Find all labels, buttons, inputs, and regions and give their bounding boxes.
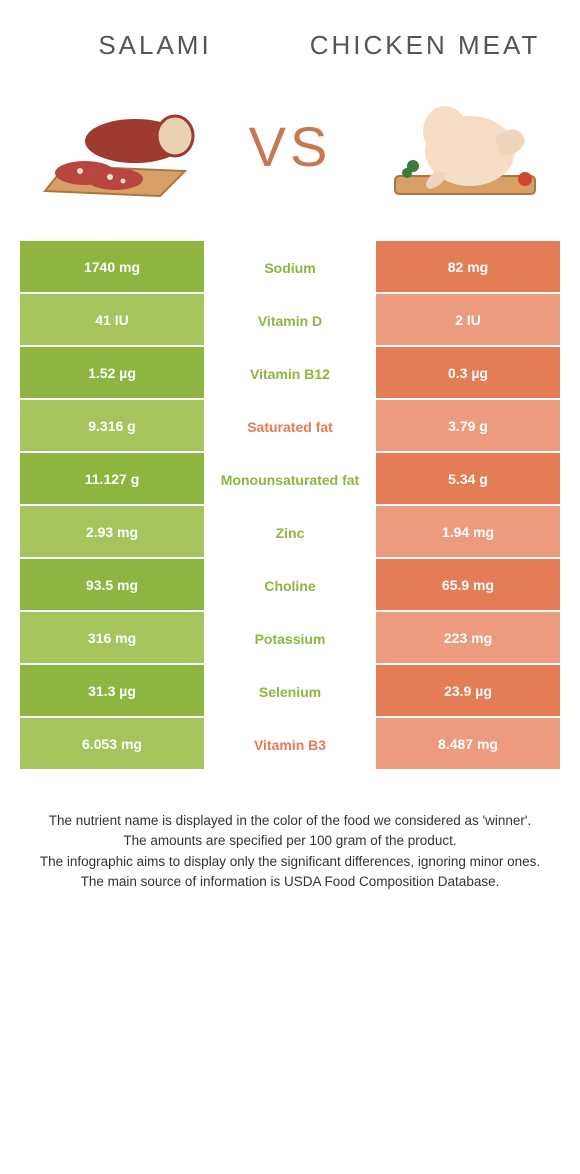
value-chicken: 2 IU [376, 294, 560, 347]
footer-notes: The nutrient name is displayed in the co… [0, 771, 580, 892]
value-salami: 6.053 mg [20, 718, 204, 771]
value-salami: 316 mg [20, 612, 204, 665]
nutrient-label: Saturated fat [204, 400, 376, 453]
table-row: 6.053 mgVitamin B38.487 mg [20, 718, 560, 771]
footer-line: The nutrient name is displayed in the co… [30, 811, 550, 831]
nutrient-label: Potassium [204, 612, 376, 665]
table-row: 41 IUVitamin D2 IU [20, 294, 560, 347]
value-chicken: 23.9 µg [376, 665, 560, 718]
footer-line: The main source of information is USDA F… [30, 872, 550, 892]
value-chicken: 223 mg [376, 612, 560, 665]
header: SALAMI CHICKEN MEAT [0, 0, 580, 71]
value-salami: 31.3 µg [20, 665, 204, 718]
value-chicken: 65.9 mg [376, 559, 560, 612]
value-salami: 9.316 g [20, 400, 204, 453]
table-row: 316 mgPotassium223 mg [20, 612, 560, 665]
nutrient-label: Selenium [204, 665, 376, 718]
value-salami: 41 IU [20, 294, 204, 347]
salami-image [25, 81, 205, 211]
value-chicken: 3.79 g [376, 400, 560, 453]
table-row: 93.5 mgCholine65.9 mg [20, 559, 560, 612]
nutrient-label: Vitamin D [204, 294, 376, 347]
value-salami: 11.127 g [20, 453, 204, 506]
value-salami: 93.5 mg [20, 559, 204, 612]
table-row: 31.3 µgSelenium23.9 µg [20, 665, 560, 718]
title-left: SALAMI [34, 30, 277, 61]
value-chicken: 8.487 mg [376, 718, 560, 771]
vs-label: VS [249, 114, 332, 179]
table-row: 2.93 mgZinc1.94 mg [20, 506, 560, 559]
value-salami: 1740 mg [20, 241, 204, 294]
value-chicken: 82 mg [376, 241, 560, 294]
value-chicken: 5.34 g [376, 453, 560, 506]
footer-line: The infographic aims to display only the… [30, 852, 550, 872]
footer-line: The amounts are specified per 100 gram o… [30, 831, 550, 851]
table-row: 9.316 gSaturated fat3.79 g [20, 400, 560, 453]
nutrient-label: Vitamin B12 [204, 347, 376, 400]
table-row: 11.127 gMonounsaturated fat5.34 g [20, 453, 560, 506]
title-right: CHICKEN MEAT [304, 30, 547, 61]
value-salami: 2.93 mg [20, 506, 204, 559]
nutrient-label: Choline [204, 559, 376, 612]
table-row: 1.52 µgVitamin B120.3 µg [20, 347, 560, 400]
table-row: 1740 mgSodium82 mg [20, 241, 560, 294]
value-chicken: 0.3 µg [376, 347, 560, 400]
image-row: VS [0, 71, 580, 241]
chicken-image [375, 81, 555, 211]
nutrient-label: Sodium [204, 241, 376, 294]
comparison-table: 1740 mgSodium82 mg41 IUVitamin D2 IU1.52… [20, 241, 560, 771]
nutrient-label: Monounsaturated fat [204, 453, 376, 506]
nutrient-label: Vitamin B3 [204, 718, 376, 771]
nutrient-label: Zinc [204, 506, 376, 559]
value-chicken: 1.94 mg [376, 506, 560, 559]
value-salami: 1.52 µg [20, 347, 204, 400]
